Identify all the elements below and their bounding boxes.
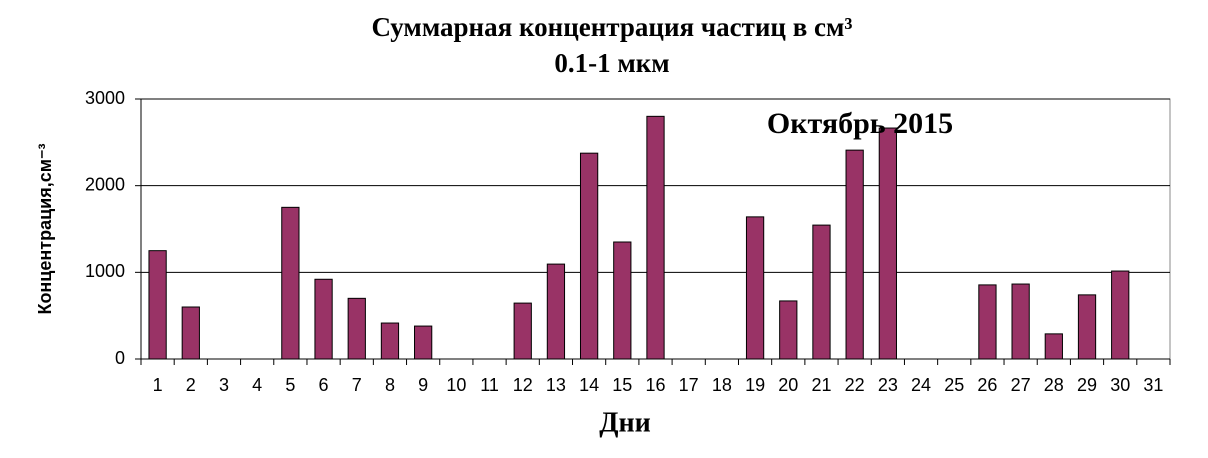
bar (281, 206, 300, 360)
x-tick-label: 15 (612, 375, 632, 395)
x-tick-label: 18 (712, 375, 732, 395)
x-tick-label: 28 (1044, 375, 1064, 395)
bar (1044, 333, 1063, 360)
chart-subtitle: 0.1-1 мкм (554, 48, 669, 78)
bar (579, 152, 599, 360)
x-tick-label: 19 (745, 375, 765, 395)
x-tick-label: 11 (480, 375, 499, 395)
x-tick-label: 24 (911, 375, 931, 395)
y-tick-label: 3000 (85, 88, 125, 108)
annotation: Октябрь 2015 (767, 107, 953, 140)
bar (878, 127, 897, 360)
bar (613, 241, 632, 360)
bar (347, 297, 366, 360)
bar (745, 216, 765, 360)
x-tick-label: 27 (1011, 375, 1031, 395)
bar (148, 250, 167, 360)
bar (646, 115, 665, 360)
y-tick-label: 1000 (85, 261, 125, 281)
x-tick-label: 26 (977, 375, 997, 395)
bar (513, 302, 532, 360)
bar (1111, 270, 1130, 360)
x-tick-label: 23 (878, 375, 898, 395)
x-tick-label: 21 (811, 375, 831, 395)
bar (181, 306, 200, 360)
x-tick-label: 22 (845, 375, 865, 395)
x-tick-label: 1 (153, 375, 163, 395)
x-tick-label: 12 (513, 375, 533, 395)
y-tick-label: 2000 (85, 174, 125, 194)
x-tick-label: 17 (679, 375, 699, 395)
bar (978, 284, 997, 360)
bar (1011, 283, 1030, 360)
bar (314, 278, 333, 360)
bar (845, 149, 864, 360)
x-tick-label: 14 (579, 375, 599, 395)
x-tick-label: 31 (1143, 375, 1163, 395)
x-tick-label: 25 (944, 375, 964, 395)
y-axis-label: Концентрация,см⁻³ (35, 143, 55, 314)
x-axis-label: Дни (599, 407, 651, 438)
bar (414, 325, 433, 360)
x-tick-label: 5 (285, 375, 295, 395)
x-tick-label: 30 (1110, 375, 1130, 395)
x-tick-label: 10 (446, 375, 466, 395)
x-tick-label: 6 (319, 375, 329, 395)
bar (779, 300, 798, 360)
bar (1077, 294, 1097, 360)
x-tick-label: 9 (418, 375, 428, 395)
y-tick-label: 0 (115, 348, 125, 368)
x-tick-label: 7 (352, 375, 362, 395)
bar (812, 224, 831, 360)
x-tick-label: 13 (546, 375, 566, 395)
x-tick-label: 29 (1077, 375, 1097, 395)
x-tick-label: 20 (778, 375, 798, 395)
bar (546, 263, 566, 360)
chart-title: Суммарная концентрация частиц в см³ (371, 12, 852, 42)
x-tick-label: 2 (186, 375, 196, 395)
x-tick-label: 8 (385, 375, 395, 395)
x-tick-label: 3 (219, 375, 229, 395)
bar (380, 322, 400, 360)
x-tick-label: 16 (645, 375, 665, 395)
x-tick-label: 4 (252, 375, 262, 395)
